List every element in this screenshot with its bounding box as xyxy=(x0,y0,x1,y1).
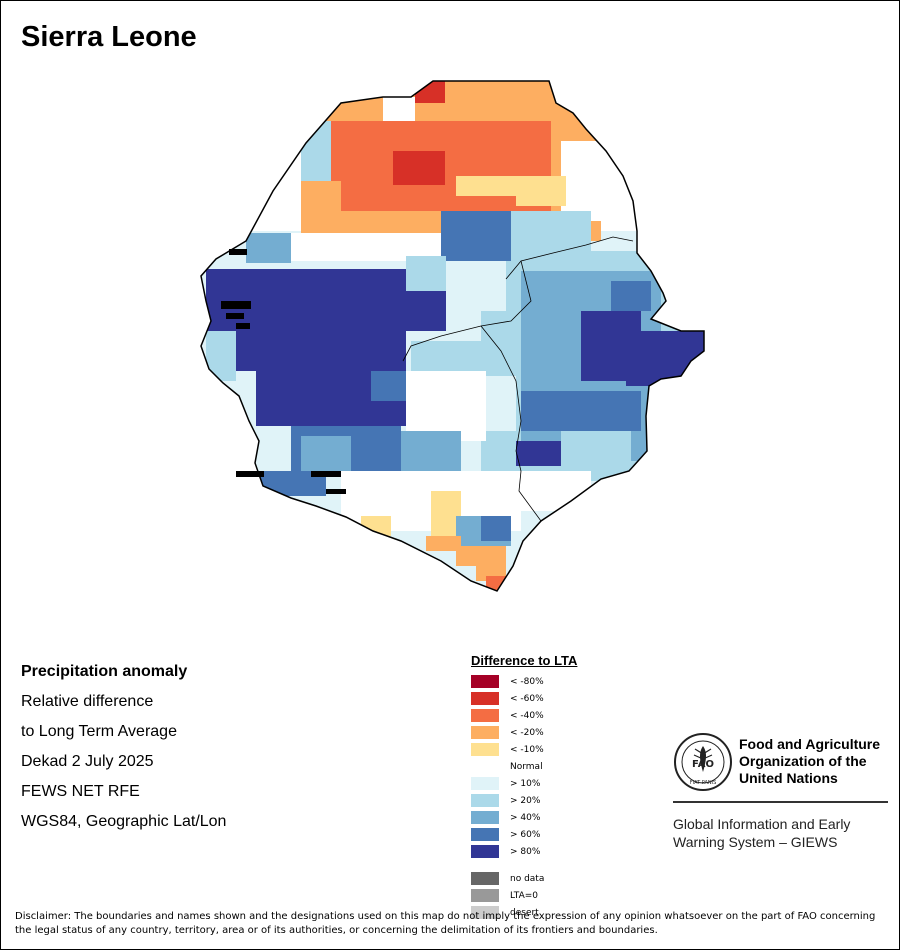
legend-swatch xyxy=(471,726,499,739)
legend-label: < -60% xyxy=(510,693,544,704)
legend-swatch xyxy=(471,828,499,841)
legend-swatch xyxy=(471,906,499,919)
legend-item: < -40% xyxy=(471,707,577,724)
legend-title: Difference to LTA xyxy=(471,653,578,668)
legend-item: < -20% xyxy=(471,724,577,741)
giews-line2: Warning System – GIEWS xyxy=(673,834,838,850)
fao-divider xyxy=(673,801,888,803)
legend-label: desert xyxy=(510,907,539,918)
legend-swatch xyxy=(471,794,499,807)
legend-item: LTA=0 xyxy=(471,887,577,904)
legend-swatch xyxy=(471,889,499,902)
legend-swatch xyxy=(471,760,499,773)
legend-label: < -20% xyxy=(510,727,544,738)
legend-label: > 20% xyxy=(510,795,541,806)
fao-name: Food and Agriculture Organization of the… xyxy=(739,736,880,787)
legend-label: no data xyxy=(510,873,545,884)
legend-item: Normal xyxy=(471,758,577,775)
legend-swatch xyxy=(471,777,499,790)
fao-logo-icon: FAO FIAT PANIS xyxy=(674,733,732,791)
legend-item: > 10% xyxy=(471,775,577,792)
anomaly-map xyxy=(200,80,705,592)
legend-item: > 40% xyxy=(471,809,577,826)
legend-swatch xyxy=(471,709,499,722)
legend-label: < -40% xyxy=(510,710,544,721)
info-source: FEWS NET RFE xyxy=(21,783,140,800)
fao-logo-text: FAO xyxy=(692,759,714,770)
legend-item: < -80% xyxy=(471,673,577,690)
legend-swatch xyxy=(471,743,499,756)
info-heading: Precipitation anomaly xyxy=(21,663,188,680)
legend-item: > 20% xyxy=(471,792,577,809)
legend-label: Normal xyxy=(510,761,543,772)
legend-item: desert xyxy=(471,904,577,921)
legend-extra: no data LTA=0 desert xyxy=(471,870,577,921)
legend-item: < -60% xyxy=(471,690,577,707)
legend-swatch xyxy=(471,675,499,688)
legend-swatch xyxy=(471,692,499,705)
legend-label: LTA=0 xyxy=(510,890,538,901)
info-projection: WGS84, Geographic Lat/Lon xyxy=(21,813,227,830)
legend-label: > 10% xyxy=(510,778,541,789)
legend-swatch xyxy=(471,872,499,885)
legend-label: > 60% xyxy=(510,829,541,840)
legend-label: > 40% xyxy=(510,812,541,823)
district-boundaries xyxy=(402,236,634,522)
info-period: Dekad 2 July 2025 xyxy=(21,753,154,770)
legend-classes: < -80% < -60% < -40% < -20% < -10% Norma… xyxy=(471,673,577,860)
legend: Difference to LTA < -80% < -60% < -40% <… xyxy=(471,653,577,921)
fao-logo-motto: FIAT PANIS xyxy=(690,780,717,786)
legend-label: > 80% xyxy=(510,846,541,857)
info-line1: Relative difference xyxy=(21,693,154,710)
giews-line1: Global Information and Early xyxy=(673,816,851,832)
info-line2: to Long Term Average xyxy=(21,723,177,740)
fao-name-line3: United Nations xyxy=(739,770,838,786)
disclaimer: Disclaimer: The boundaries and names sho… xyxy=(15,911,876,936)
legend-item: no data xyxy=(471,870,577,887)
fao-name-line1: Food and Agriculture xyxy=(739,736,881,752)
anomaly-raster xyxy=(201,81,704,591)
map-title: Sierra Leone xyxy=(21,21,197,53)
coastal-islands xyxy=(221,249,346,494)
map-info: Precipitation anomaly Relative differenc… xyxy=(21,657,226,837)
legend-item: > 80% xyxy=(471,843,577,860)
legend-item: < -10% xyxy=(471,741,577,758)
giews-name: Global Information and Early Warning Sys… xyxy=(673,815,850,851)
legend-label: < -80% xyxy=(510,676,544,687)
legend-swatch xyxy=(471,845,499,858)
legend-label: < -10% xyxy=(510,744,544,755)
legend-swatch xyxy=(471,811,499,824)
fao-name-line2: Organization of the xyxy=(739,753,867,769)
legend-item: > 60% xyxy=(471,826,577,843)
